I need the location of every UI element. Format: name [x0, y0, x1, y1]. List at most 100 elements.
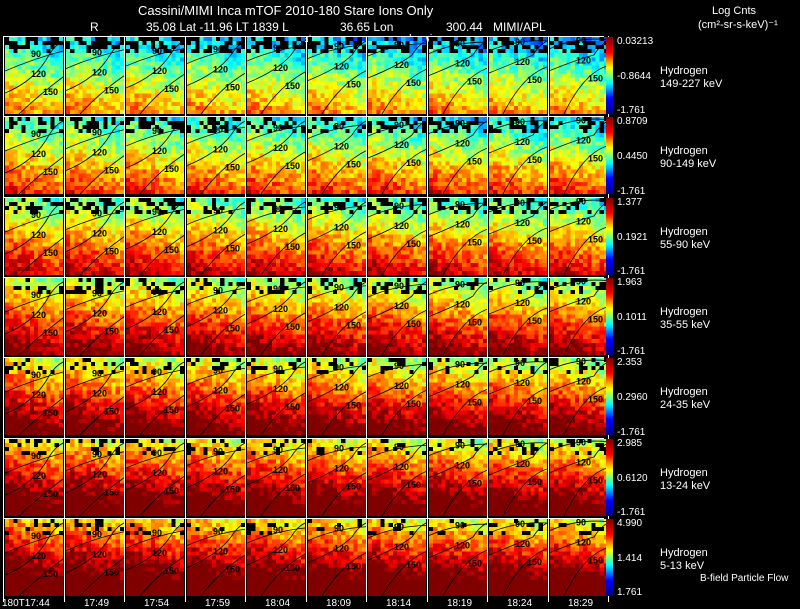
- intensity-map: [187, 519, 245, 596]
- contour-line: [442, 549, 487, 596]
- contour-line: [187, 361, 245, 407]
- contour-label: 150: [104, 86, 119, 96]
- contour-overlay: 90 120 150: [126, 361, 184, 435]
- intensity-panel: 90 120 150: [489, 439, 547, 516]
- contour-line: [66, 281, 124, 332]
- intensity-map: [5, 439, 63, 516]
- contour-overlay: 90 120 150: [66, 522, 124, 596]
- contour-line: [139, 395, 184, 435]
- contour-overlay: 90 120 150: [5, 442, 63, 516]
- contour-label: 120: [92, 550, 107, 560]
- energy-range: 90-149 keV: [660, 158, 717, 170]
- contour-overlay: 90 120 150: [5, 120, 63, 194]
- contour-label: 90: [273, 43, 283, 53]
- contour-label: 90: [455, 280, 465, 290]
- contour-label: 120: [394, 462, 409, 472]
- species-energy-label: Hydrogen 149-227 keV: [660, 65, 722, 91]
- contour-label: 120: [455, 300, 470, 310]
- contour-line: [368, 43, 426, 57]
- contour-label: 120: [334, 62, 349, 72]
- contour-label: 90: [213, 206, 223, 216]
- contour-label: 150: [527, 477, 542, 487]
- contour-label: 90: [576, 198, 586, 207]
- contour-line: [187, 281, 245, 327]
- contour-label: 120: [394, 542, 409, 552]
- contour-line: [66, 522, 124, 573]
- contour-label: 150: [588, 556, 603, 566]
- contour-label: 150: [467, 559, 482, 569]
- column-separator: [487, 36, 488, 602]
- contour-line: [66, 361, 124, 412]
- contour-line: [429, 362, 487, 375]
- contour-label: 150: [285, 402, 300, 412]
- contour-label: 120: [576, 217, 591, 227]
- contour-label: 90: [455, 360, 465, 370]
- contour-label: 90: [394, 120, 404, 130]
- contour-line: [563, 145, 608, 194]
- contour-label: 90: [515, 278, 525, 288]
- contour-line: [442, 469, 487, 516]
- intensity-map: [5, 37, 63, 114]
- contour-line: [321, 231, 366, 275]
- intensity-map: [187, 117, 245, 194]
- contour-label: 150: [104, 407, 119, 417]
- contour-label: 120: [213, 547, 228, 557]
- contour-label: 90: [394, 40, 404, 50]
- intensity-map: [126, 117, 184, 194]
- contour-line: [368, 284, 426, 298]
- energy-range: 55-90 keV: [660, 239, 711, 251]
- colorbar-min-label: -1.761: [617, 427, 646, 438]
- contour-label: 90: [31, 129, 41, 139]
- intensity-panel: 90 120 150: [429, 519, 487, 596]
- units-title: Log Cnts: [712, 5, 757, 17]
- contour-line: [5, 50, 63, 72]
- contour-line: [502, 307, 547, 355]
- contour-line: [79, 155, 124, 194]
- contour-label: 150: [406, 480, 421, 490]
- contour-overlay: 90 120 150: [368, 40, 426, 114]
- contour-line: [429, 443, 487, 456]
- contour-line: [247, 45, 305, 62]
- column-separator: [306, 36, 307, 602]
- contour-overlay: 90 120 150: [550, 358, 608, 435]
- contour-line: [66, 531, 124, 551]
- contour-label: 150: [588, 154, 603, 164]
- colorbar-min-label: -1.761: [617, 186, 646, 197]
- lon-readout: 36.65 Lon: [340, 20, 394, 34]
- contour-label: 120: [92, 470, 107, 480]
- contour-line: [66, 442, 124, 493]
- contour-label: 150: [285, 161, 300, 171]
- contour-label: 120: [152, 66, 167, 76]
- contour-label: 120: [515, 378, 530, 388]
- contour-label: 120: [92, 68, 107, 78]
- contour-line: [247, 366, 305, 383]
- contour-label: 150: [225, 565, 240, 575]
- contour-line: [321, 391, 366, 435]
- contour-line: [200, 152, 245, 194]
- contour-label: 90: [213, 366, 223, 376]
- time-tick-label: 17:49: [84, 598, 110, 609]
- contour-overlay: 90 120 150: [5, 201, 63, 275]
- intensity-panel: 90 120 150: [187, 439, 245, 516]
- contour-overlay: 90 120 150: [550, 198, 608, 275]
- contour-overlay: 90 120 150: [247, 281, 305, 355]
- contour-line: [247, 527, 305, 544]
- contour-line: [429, 523, 487, 536]
- contour-overlay: 90 120 150: [247, 522, 305, 596]
- contour-label: 90: [273, 204, 283, 214]
- contour-overlay: 90 120 150: [247, 442, 305, 516]
- time-tick-label: 17:54: [144, 598, 170, 609]
- contour-label: 90: [334, 283, 344, 293]
- contour-label: 90: [394, 522, 404, 532]
- contour-line: [381, 69, 426, 114]
- contour-line: [381, 390, 426, 435]
- contour-label: 90: [273, 445, 283, 455]
- contour-line: [563, 306, 608, 355]
- contour-label: 150: [527, 557, 542, 567]
- energy-range: 5-13 keV: [660, 560, 705, 572]
- contour-line: [260, 232, 305, 275]
- intensity-panel: 90 120 150: [247, 278, 305, 355]
- intensity-map: [489, 117, 547, 194]
- contour-label: 120: [213, 226, 228, 236]
- contour-overlay: 90 120 150: [187, 442, 245, 516]
